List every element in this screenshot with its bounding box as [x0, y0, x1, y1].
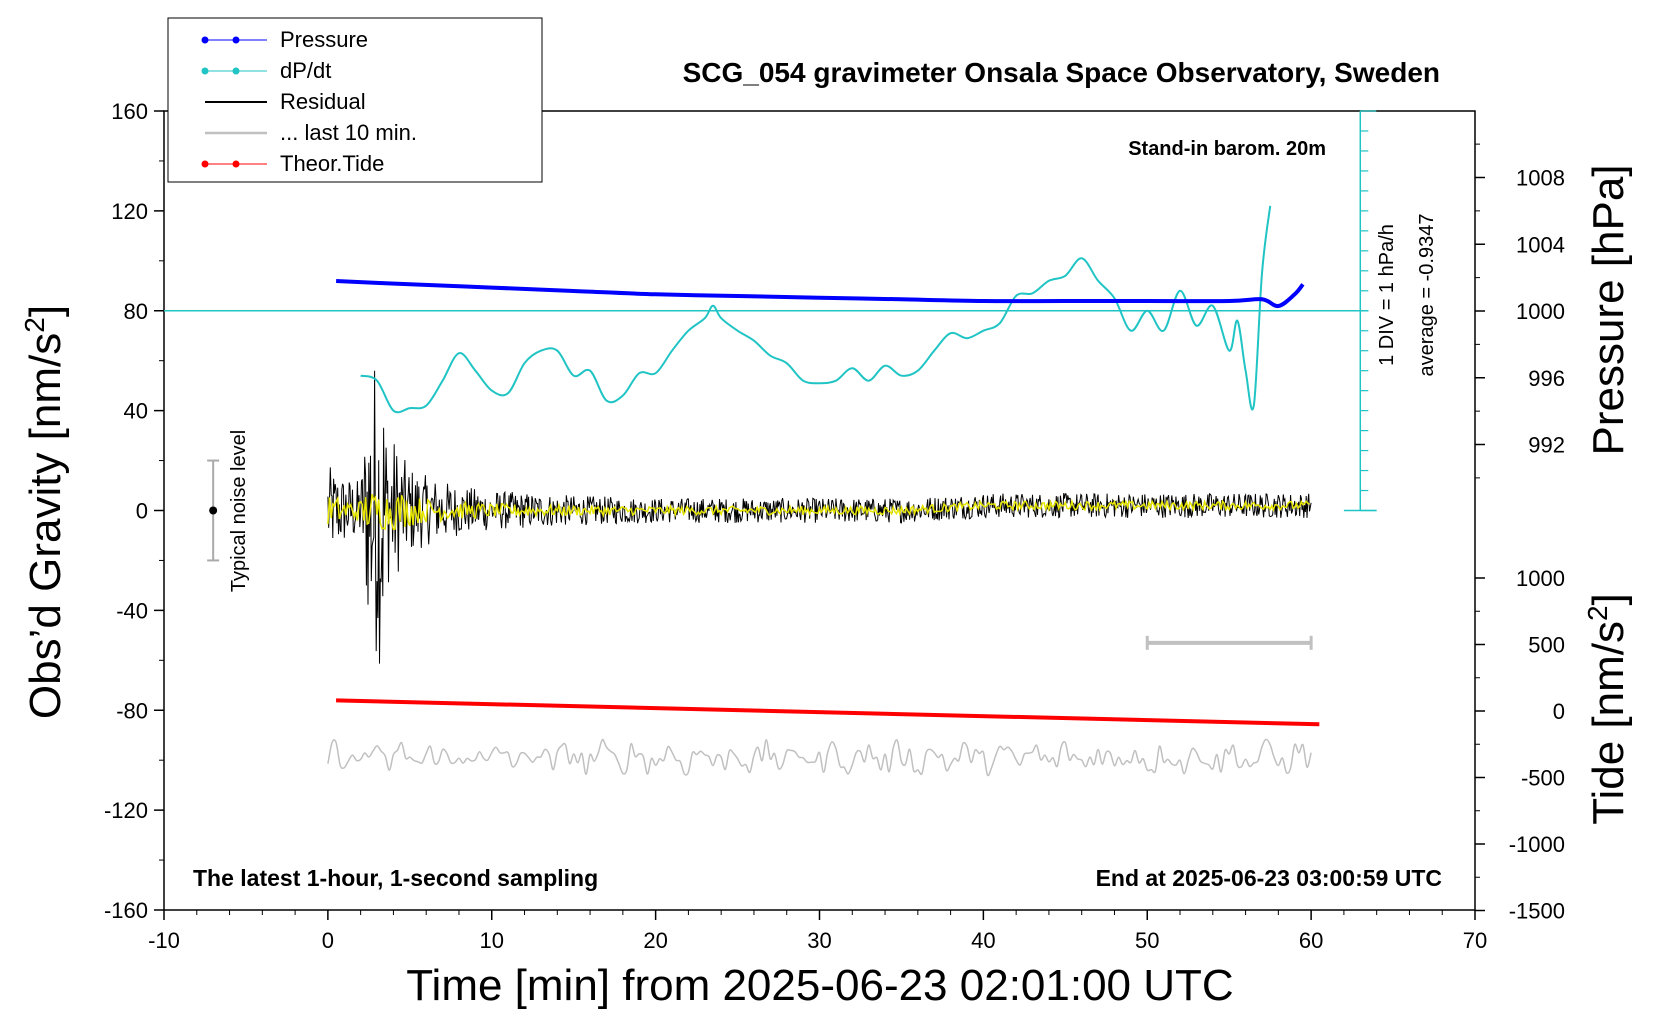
- end-time-label: End at 2025-06-23 03:00:59 UTC: [1096, 865, 1442, 891]
- y-axis-gravity: -160 -120 -80 -40 0 40 80 120 160: [104, 99, 164, 923]
- x-tick-label: 0: [322, 928, 334, 953]
- latest-hour-label: The latest 1-hour, 1-second sampling: [193, 865, 598, 891]
- barometer-label: Stand-in barom. 20m: [1128, 138, 1326, 160]
- y-tick-label: 40: [124, 399, 148, 424]
- legend-label: ... last 10 min.: [280, 120, 417, 145]
- y-axis-label-gravity: Obs’d Gravity [nm/s2]: [19, 305, 70, 719]
- tide-tick-label: 500: [1528, 633, 1565, 658]
- pressure-tick-label: 992: [1528, 433, 1565, 458]
- tide-tick-label: 0: [1553, 699, 1565, 724]
- legend-item-last10: ... last 10 min.: [205, 120, 417, 145]
- dpdt-line: [360, 205, 1272, 414]
- x-tick-label: 70: [1463, 928, 1487, 953]
- x-axis: -10 0 10 20 30 40 50 60 70: [148, 910, 1487, 953]
- y-tick-label: 80: [124, 299, 148, 324]
- tide-tick-label: -1000: [1509, 832, 1565, 857]
- y-tick-label: -160: [104, 898, 148, 923]
- pressure-line: [336, 279, 1305, 309]
- y-axis-label-pressure: Pressure [hPa]: [1584, 164, 1633, 455]
- dpdt-div-label: 1 DIV = 1 hPa/h: [1376, 224, 1398, 366]
- pressure-tick-label: 1008: [1516, 166, 1565, 191]
- x-tick-label: 40: [971, 928, 995, 953]
- tide-line: [336, 698, 1320, 727]
- y-axis-pressure: 992 996 1000 1004 1008: [1475, 143, 1565, 479]
- pressure-tick-label: 1004: [1516, 232, 1565, 257]
- legend: Pressure dP/dt Residual ... last 10 min. The…: [167, 17, 543, 183]
- y-tick-label: -80: [116, 698, 148, 723]
- x-tick-label: 30: [807, 928, 831, 953]
- legend-item-dpdt: dP/dt: [201, 58, 331, 83]
- x-tick-label: -10: [148, 928, 180, 953]
- dpdt-average-label: average = -0.9347: [1416, 214, 1438, 377]
- y-tick-label: 0: [136, 499, 148, 524]
- residual-smoothed-line: [327, 493, 1310, 531]
- pressure-tick-label: 996: [1528, 366, 1565, 391]
- y-tick-label: 160: [111, 99, 148, 124]
- legend-label: Pressure: [280, 27, 368, 52]
- legend-label: Residual: [280, 89, 366, 114]
- noise-level-indicator: [207, 459, 220, 562]
- x-tick-label: 20: [643, 928, 667, 953]
- tide-tick-label: 1000: [1516, 566, 1565, 591]
- noise-level-label: Typical noise level: [228, 430, 250, 592]
- tide-tick-label: -1500: [1509, 899, 1565, 924]
- last10-line: [327, 738, 1312, 777]
- chart-title: SCG_054 gravimeter Onsala Space Observat…: [683, 57, 1440, 88]
- x-axis-label: Time [min] from 2025-06-23 02:01:00 UTC: [406, 961, 1233, 1010]
- legend-label: dP/dt: [280, 58, 331, 83]
- y-tick-label: -40: [116, 598, 148, 623]
- legend-item-residual: Residual: [205, 89, 366, 114]
- legend-item-pressure: Pressure: [201, 27, 368, 52]
- x-tick-label: 10: [480, 928, 504, 953]
- pressure-tick-label: 1000: [1516, 299, 1565, 324]
- dpdt-scale: [164, 110, 1377, 512]
- y-tick-label: 120: [111, 199, 148, 224]
- y-tick-label: -120: [104, 798, 148, 823]
- legend-label: Theor.Tide: [280, 151, 384, 176]
- legend-item-tide: Theor.Tide: [201, 151, 384, 176]
- tide-tick-label: -500: [1521, 766, 1565, 791]
- last10-range-bar: [1145, 635, 1313, 650]
- x-tick-label: 60: [1299, 928, 1323, 953]
- y-axis-tide: -1500 -1000 -500 0 500 1000: [1475, 566, 1565, 924]
- x-tick-label: 50: [1135, 928, 1159, 953]
- y-axis-label-tide: Tide [nm/s2]: [1582, 593, 1633, 825]
